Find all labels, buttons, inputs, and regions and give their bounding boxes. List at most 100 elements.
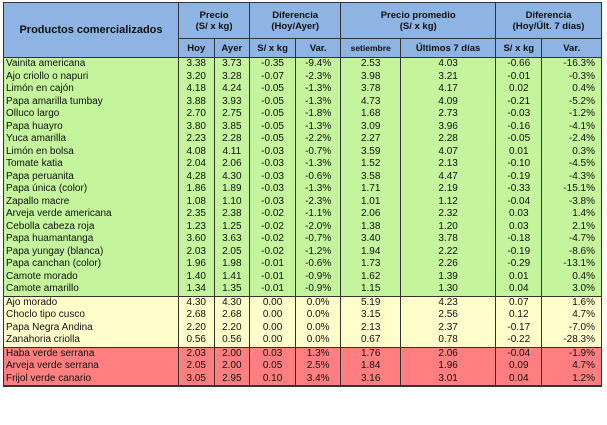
cell-value: 0.78	[400, 334, 497, 347]
header-precio: Precio (S/ x kg)	[177, 2, 251, 39]
cell-value: -0.02	[249, 208, 297, 221]
table-row: Arveja verde americana 2.35 2.38 -0.02 -1.1%…	[3, 208, 602, 221]
cell-value: 1.94	[340, 245, 402, 258]
cell-value: 1.96	[400, 360, 497, 373]
header-setiembre: setiembre	[340, 38, 402, 58]
cell-value: -16.3%	[541, 57, 602, 71]
cell-value: -1.3%	[295, 183, 342, 196]
cell-value: 1.41	[213, 270, 251, 283]
table-row: Papa canchan (color) 1.96 1.98 -0.01 -0.6% 1.…	[3, 258, 602, 271]
cell-value: -0.03	[495, 108, 543, 121]
cell-value: -0.01	[249, 283, 297, 296]
table-row: Limón en cajón 4.18 4.24 -0.05 -1.3% 3.78 4.17…	[3, 83, 602, 96]
table-row: Ajo morado 4.30 4.30 0.00 0.0% 5.19 4.23 0.07 1.…	[3, 295, 602, 309]
cell-value: 1.3%	[295, 346, 342, 360]
cell-value: -15.1%	[541, 183, 602, 196]
cell-value: -0.16	[495, 120, 543, 133]
cell-value: 4.73	[340, 95, 402, 108]
cell-value: 1.39	[400, 270, 497, 283]
cell-value: 1.01	[340, 195, 402, 208]
cell-value: -4.5%	[541, 158, 602, 171]
cell-value: 1.08	[178, 195, 215, 208]
product-name: Papa amarilla tumbay	[3, 95, 179, 108]
product-name: Limón en cajón	[3, 83, 179, 96]
table-row: Vainita americana 3.38 3.73 -0.35 -9.4% 2.53 4…	[3, 57, 602, 71]
cell-value: 4.30	[178, 295, 215, 309]
cell-value: 3.09	[340, 120, 402, 133]
cell-value: 1.20	[400, 220, 497, 233]
table-row: Papa huayro 3.80 3.85 -0.05 -1.3% 3.09 3.96 -0.…	[3, 120, 602, 133]
cell-value: 0.07	[495, 295, 543, 309]
header-ayer: Ayer	[213, 38, 251, 58]
cell-value: -0.66	[495, 57, 543, 71]
cell-value: -0.03	[249, 170, 297, 183]
cell-value: 0.03	[249, 346, 297, 360]
product-name: Tomate katia	[3, 158, 179, 171]
product-name: Haba verde serrana	[3, 346, 179, 360]
cell-value: 2.73	[400, 108, 497, 121]
table-row: Ajo criollo o napuri 3.20 3.28 -0.07 -2.3% 3.…	[3, 70, 602, 83]
cell-value: -0.03	[249, 158, 297, 171]
product-name: Papa única (color)	[3, 183, 179, 196]
cell-value: -1.8%	[295, 108, 342, 121]
table-row: Yuca amarilla 2.23 2.28 -0.05 -2.2% 2.27 2.28-…	[3, 133, 602, 146]
product-name: Olluco largo	[3, 108, 179, 121]
cell-value: 4.18	[178, 83, 215, 96]
cell-value: 2.20	[178, 321, 215, 334]
header-products: Productos comercializados	[3, 2, 179, 58]
cell-value: 2.03	[178, 245, 215, 258]
cell-value: -0.02	[249, 233, 297, 246]
cell-value: 0.01	[495, 270, 543, 283]
table-row: Frijol verde canario 3.05 2.95 0.10 3.4% 3.16…	[3, 372, 602, 387]
cell-value: 0.3%	[541, 145, 602, 158]
cell-value: 4.30	[213, 295, 251, 309]
table-row: Arveja verde serrana 2.05 2.00 0.05 2.5% 1.84…	[3, 360, 602, 373]
cell-value: -1.3%	[295, 120, 342, 133]
cell-value: 0.00	[249, 295, 297, 309]
cell-value: 2.95	[213, 372, 251, 387]
table-row: Papa única (color) 1.86 1.89 -0.03 -1.3% 1.71…	[3, 183, 602, 196]
cell-value: 1.34	[178, 283, 215, 296]
cell-value: -0.35	[249, 57, 297, 71]
cell-value: 0.4%	[541, 270, 602, 283]
cell-value: 0.0%	[295, 334, 342, 347]
product-name: Ajo criollo o napuri	[3, 70, 179, 83]
cell-value: 0.00	[249, 309, 297, 322]
cell-value: 1.76	[340, 346, 402, 360]
cell-value: 0.04	[495, 283, 543, 296]
cell-value: 2.13	[400, 158, 497, 171]
cell-value: 3.78	[400, 233, 497, 246]
cell-value: -9.4%	[295, 57, 342, 71]
cell-value: 4.47	[400, 170, 497, 183]
cell-value: 2.27	[340, 133, 402, 146]
table-row: Zapallo macre 1.08 1.10 -0.03 -2.3% 1.01 1.12-…	[3, 195, 602, 208]
cell-value: -0.05	[249, 83, 297, 96]
cell-value: -4.1%	[541, 120, 602, 133]
cell-value: 2.28	[400, 133, 497, 146]
cell-value: -0.02	[249, 220, 297, 233]
header-diferencia-hoy-ayer: Diferencia (Hoy/Ayer)	[249, 2, 342, 39]
product-name: Papa peruanita	[3, 170, 179, 183]
cell-value: -1.2%	[295, 245, 342, 258]
product-name: Frijol verde canario	[3, 372, 179, 387]
cell-value: 1.89	[213, 183, 251, 196]
cell-value: 0.00	[249, 334, 297, 347]
table-row: Camote amarillo 1.34 1.35 -0.01 -0.9% 1.15 1.3…	[3, 283, 602, 296]
cell-value: 3.28	[213, 70, 251, 83]
cell-value: 3.96	[400, 120, 497, 133]
cell-value: 1.2%	[541, 372, 602, 387]
cell-value: -0.07	[249, 70, 297, 83]
table-row: Choclo tipo cusco 2.68 2.68 0.00 0.0% 3.15 2.5…	[3, 309, 602, 322]
product-name: Papa Negra Andina	[3, 321, 179, 334]
cell-value: -0.29	[495, 258, 543, 271]
cell-value: 4.24	[213, 83, 251, 96]
cell-value: 3.78	[340, 83, 402, 96]
cell-value: 0.56	[178, 334, 215, 347]
cell-value: 3.73	[213, 57, 251, 71]
cell-value: 2.56	[400, 309, 497, 322]
cell-value: 3.59	[340, 145, 402, 158]
cell-value: -0.19	[495, 170, 543, 183]
header-skg-2: S/ x kg	[495, 38, 543, 58]
cell-value: 4.23	[400, 295, 497, 309]
cell-value: 1.10	[213, 195, 251, 208]
